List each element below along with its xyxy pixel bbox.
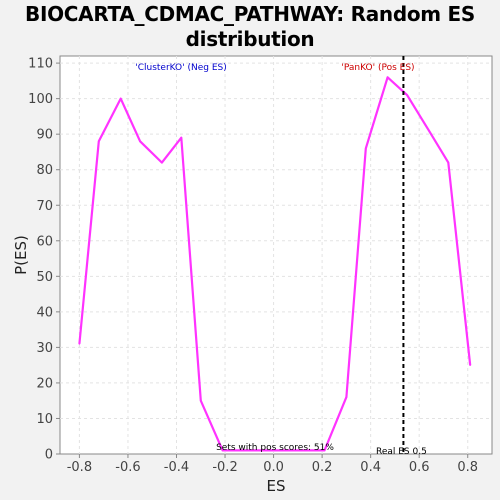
axis-ticks: -0.8 -0.6 -0.4 -0.2 0.0 0.2 0.4 0.6 0.8 0 10 20 30 40… xyxy=(28,57,478,475)
data-point xyxy=(199,399,202,402)
y-tick-label: 70 xyxy=(36,199,53,214)
x-tick-label: 0.4 xyxy=(360,460,381,475)
data-point xyxy=(447,161,450,164)
grid xyxy=(60,56,492,454)
x-tick-label: 0.2 xyxy=(312,460,333,475)
real-es-label: Real ES 0.5 xyxy=(376,447,427,457)
y-tick-label: 40 xyxy=(36,305,53,320)
x-tick-label: 0.8 xyxy=(457,460,478,475)
y-tick-label: 10 xyxy=(36,412,53,427)
data-point xyxy=(323,449,326,452)
data-point xyxy=(406,94,408,96)
data-point xyxy=(119,97,122,100)
data-point xyxy=(386,76,389,79)
y-tick-label: 60 xyxy=(36,234,53,249)
x-tick-label: 0.0 xyxy=(263,460,284,475)
data-point xyxy=(78,343,81,345)
data-point xyxy=(98,140,100,143)
data-point xyxy=(364,147,367,150)
data-point xyxy=(139,140,141,143)
y-tick-label: 100 xyxy=(28,92,53,107)
plot-background xyxy=(59,55,493,455)
x-tick-label: -0.2 xyxy=(212,460,237,475)
y-tick-label: 0 xyxy=(45,448,53,463)
y-tick-label: 50 xyxy=(36,270,53,285)
data-point xyxy=(428,129,430,132)
data-points xyxy=(78,76,471,452)
x-tick-label: -0.4 xyxy=(164,460,189,475)
y-tick-label: 80 xyxy=(36,163,53,178)
data-point xyxy=(282,449,285,452)
y-axis-title: P(ES) xyxy=(12,235,30,275)
data-point xyxy=(469,364,471,366)
y-tick-label: 90 xyxy=(36,128,53,143)
data-point xyxy=(304,449,306,452)
y-tick-label: 110 xyxy=(28,57,53,72)
x-tick-label: -0.6 xyxy=(115,460,140,475)
y-tick-label: 30 xyxy=(36,341,53,356)
data-point xyxy=(161,161,163,164)
pos-scores-label: Sets with pos scores: 51% xyxy=(216,443,334,453)
chart-title: BIOCARTA_CDMAC_PATHWAY: Random ES distri… xyxy=(25,2,475,51)
x-tick-label: 0.6 xyxy=(409,460,430,475)
data-point xyxy=(345,396,348,398)
data-point xyxy=(180,136,183,139)
neg-es-label: 'ClusterKO' (Neg ES) xyxy=(135,63,227,73)
data-point xyxy=(221,449,224,452)
x-axis-title: ES xyxy=(267,477,286,495)
pos-es-label: 'PanKO' (Pos ES) xyxy=(341,63,414,73)
data-point xyxy=(263,449,265,452)
x-tick-label: -0.8 xyxy=(67,460,92,475)
data-point xyxy=(241,449,243,452)
y-tick-label: 20 xyxy=(36,376,53,391)
